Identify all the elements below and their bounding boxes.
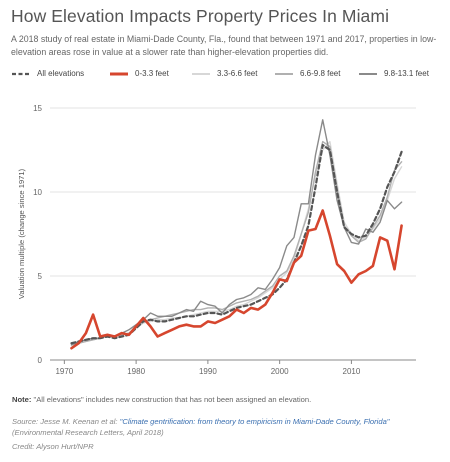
axes: 0 5 10 15 1970 1980 1990 2000 2010 Valuation mult… xyxy=(17,104,416,376)
y-tick-label-5: 5 xyxy=(38,272,43,281)
chart-title: How Elevation Impacts Property Prices In… xyxy=(11,6,390,26)
source-suffix: (Environmental Research Letters, April 2… xyxy=(12,427,164,437)
source-link[interactable]: "Climate gentrification: from theory to … xyxy=(119,417,390,426)
legend-label-0-3: 0-3.3 feet xyxy=(135,69,169,78)
legend-label-3-6: 3.3-6.6 feet xyxy=(217,69,258,78)
legend-swatch-9-13 xyxy=(359,72,377,75)
series-line-all xyxy=(70,143,403,345)
x-tick-label-1990: 1990 xyxy=(199,367,217,376)
legend-swatch-0-3 xyxy=(110,72,128,75)
footnote: Note: "All elevations" includes new cons… xyxy=(12,395,311,404)
footnote-label: Note: xyxy=(12,395,32,404)
y-axis-label: Valuation multiple (change since 1971) xyxy=(17,168,26,299)
legend-label-6-9: 6.6-9.8 feet xyxy=(300,69,341,78)
legend-item-0-3: 0-3.3 feet xyxy=(110,69,169,78)
x-tick-label-2000: 2000 xyxy=(271,367,289,376)
legend-label-all: All elevations xyxy=(37,69,85,78)
x-tick-label-2010: 2010 xyxy=(343,367,361,376)
legend-swatch-6-9 xyxy=(275,72,293,75)
legend: All elevations 0-3.3 feet 3.3-6.6 feet 6… xyxy=(12,69,448,83)
source-citation: Source: Jesse M. Keenan et al: "Climate … xyxy=(12,417,442,438)
series-lines xyxy=(70,119,403,350)
credit: Credit: Alyson Hurt/NPR xyxy=(12,442,94,451)
y-tick-label-0: 0 xyxy=(38,356,43,365)
line-chart: 0 5 10 15 1970 1980 1990 2000 2010 Valuation mult… xyxy=(17,104,416,376)
legend-item-all: All elevations xyxy=(12,69,84,78)
grid-lines xyxy=(50,107,416,277)
y-tick-label-15: 15 xyxy=(33,104,42,113)
legend-item-9-13: 9.8-13.1 feet xyxy=(359,69,429,78)
footnote-text: "All elevations" includes new constructi… xyxy=(31,395,312,404)
y-tick-label-10: 10 xyxy=(33,188,42,197)
series-line-e9_13 xyxy=(70,119,403,346)
x-tick-label-1980: 1980 xyxy=(127,367,145,376)
legend-label-9-13: 9.8-13.1 feet xyxy=(384,69,429,78)
series-line-e0_3 xyxy=(70,209,403,350)
legend-item-6-9: 6.6-9.8 feet xyxy=(275,69,340,78)
legend-swatch-all xyxy=(12,72,30,75)
source-prefix: Source: Jesse M. Keenan et al: xyxy=(12,417,120,426)
legend-swatch-3-6 xyxy=(192,72,210,75)
legend-item-3-6: 3.3-6.6 feet xyxy=(192,69,257,78)
chart-subtitle: A 2018 study of real estate in Miami-Dad… xyxy=(11,34,437,57)
x-tick-label-1970: 1970 xyxy=(55,367,73,376)
